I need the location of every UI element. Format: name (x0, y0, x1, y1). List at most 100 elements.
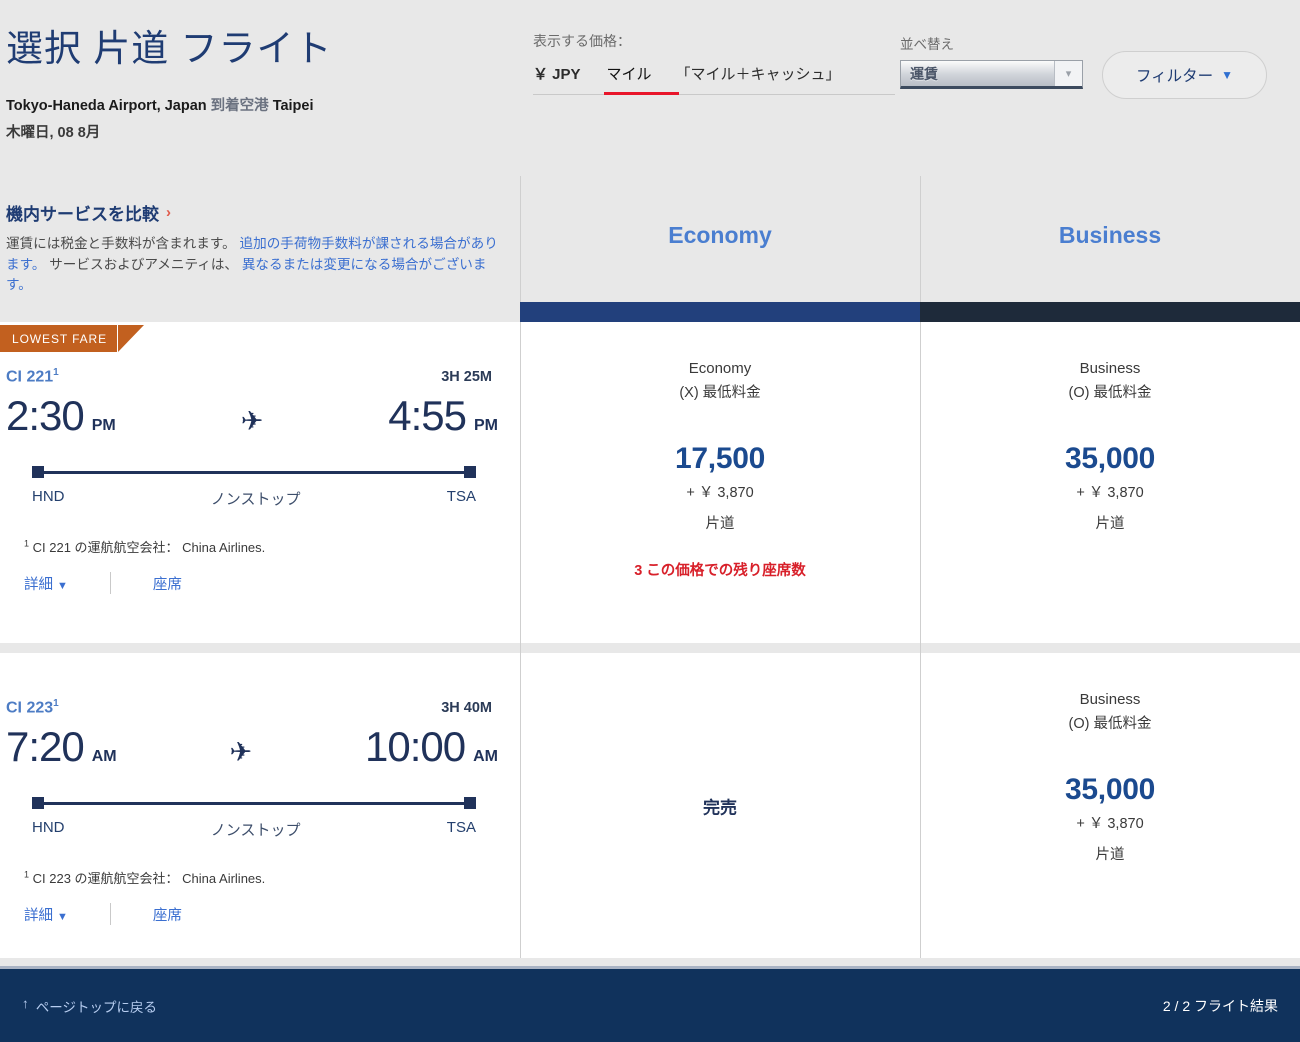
fare-fineprint: 運賃には税金と手数料が含まれます。 追加の手荷物手数料が課される場合があります。… (6, 234, 510, 296)
back-to-top-link[interactable]: ↑ ページトップに戻る (22, 996, 157, 1016)
fineprint-text-2: サービスおよびアメニティは、 (49, 256, 239, 272)
fare-cabin-name: Business (1079, 691, 1141, 708)
chevron-down-icon: ▼ (57, 910, 68, 923)
airplane-icon: ✈ (229, 737, 253, 768)
route-arrival-label: 到着空港 (210, 98, 269, 114)
compare-link-label: 機内サービスを比較 (6, 205, 159, 224)
flight-header-line: CI 2231 3H 40M (6, 653, 510, 717)
fare-class-code: (O) 最低料金 (1068, 716, 1152, 732)
arrival-meridiem: AM (473, 748, 498, 766)
sold-out-label: 完売 (703, 798, 737, 817)
departure-meridiem: PM (91, 417, 116, 435)
tab-jpy[interactable]: ￥ JPY (533, 66, 581, 83)
cabin-title-business: Business (1058, 222, 1162, 248)
fare-cell-economy[interactable]: Economy (X) 最低料金 17,500 + ￥ 3,870 片道 3 こ… (520, 322, 920, 643)
details-label: 詳細 (24, 907, 53, 924)
seats-link[interactable]: 座席 (152, 576, 182, 593)
cabin-accent-bar-economy (520, 302, 920, 322)
seats-remaining-warning: 3 この価格での残り座席数 (634, 563, 806, 579)
fare-trip-type: 片道 (1095, 516, 1125, 532)
fare-trip-type: 片道 (705, 516, 735, 532)
flight-duration: 3H 40M (441, 700, 492, 717)
results-count: 2 / 2 フライト結果 (1162, 997, 1278, 1014)
route-summary: Tokyo-Haneda Airport, Japan 到着空港 Taipei (6, 94, 314, 115)
flight-number-link[interactable]: CI 2211 (6, 367, 59, 386)
fare-cell-business[interactable]: Business (O) 最低料金 35,000 + ￥ 3,870 片道 (920, 653, 1300, 958)
departure-meridiem: AM (91, 748, 117, 766)
baggage-fees-link[interactable]: 追加の手荷物手数料が課される場合があります。 (6, 236, 498, 272)
destination-code: TSA (446, 819, 476, 837)
tabs-rule (533, 94, 895, 95)
flight-info-cell: LOWEST FARE CI 2211 3H 25M 2:30 PM ✈ 4:5… (0, 322, 520, 643)
cabin-accent-bar-business (920, 302, 1300, 322)
column-divider (520, 176, 521, 322)
column-divider (920, 176, 921, 322)
flight-info-cell: CI 2231 3H 40M 7:20 AM ✈ 10:00 AM (0, 653, 520, 958)
active-tab-underline (604, 91, 679, 95)
flight-row[interactable]: CI 2231 3H 40M 7:20 AM ✈ 10:00 AM (0, 653, 1300, 958)
compare-onboard-services-link[interactable]: 機内サービスを比較 › (6, 200, 171, 225)
chevron-down-icon: ▾ (1054, 61, 1082, 86)
origin-code: HND (32, 488, 65, 506)
page-header: 選択 片道 フライト Tokyo-Haneda Airport, Japan 到… (0, 0, 1300, 176)
flight-footnote-marker: 1 (53, 367, 59, 378)
footnote-text: CI 223 の運航航空会社： China Airlines. (32, 871, 266, 887)
flight-header-line: CI 2211 3H 25M (6, 322, 510, 386)
price-display-switcher: 表示する価格： ￥ JPY マイル 「マイル＋キャッシュ」 (533, 31, 895, 95)
sort-control: 並べ替え 運賃 ▾ (900, 33, 1083, 89)
fare-tax: + ￥ 3,870 (1076, 485, 1144, 501)
sort-select[interactable]: 運賃 ▾ (900, 60, 1083, 89)
column-divider (520, 322, 521, 643)
arrow-up-icon: ↑ (22, 995, 29, 1011)
column-header-economy: Economy (520, 176, 920, 322)
route-endpoint-labels: HND ノンストップ TSA (6, 488, 510, 509)
filter-button[interactable]: フィルター ▼ (1102, 51, 1267, 99)
details-toggle[interactable]: 詳細 ▼ (24, 573, 68, 594)
price-display-label: 表示する価格： (533, 33, 631, 49)
arrival-meridiem: PM (474, 417, 498, 435)
flight-actions: 詳細 ▼ 座席 (6, 572, 510, 595)
lowest-fare-badge-label: LOWEST FARE (12, 331, 108, 346)
operating-carrier-footnote: 1 CI 221 の運航航空会社： China Airlines. (6, 537, 510, 556)
flight-number: CI 221 (6, 368, 54, 386)
lowest-fare-badge: LOWEST FARE (0, 325, 118, 352)
flight-row[interactable]: LOWEST FARE CI 2211 3H 25M 2:30 PM ✈ 4:5… (0, 322, 1300, 643)
column-divider (520, 653, 521, 958)
fare-amount: 35,000 (1065, 773, 1155, 806)
flight-times: 7:20 AM ✈ 10:00 AM (6, 717, 510, 771)
fare-tax: + ￥ 3,870 (686, 485, 754, 501)
flight-actions: 詳細 ▼ 座席 (6, 903, 510, 926)
sort-label: 並べ替え (900, 37, 954, 52)
footnote-marker: 1 (24, 539, 30, 549)
fare-cell-economy: 完売 (520, 653, 920, 958)
arrival-time-block: 4:55 PM (388, 392, 510, 440)
tab-miles[interactable]: マイル (606, 66, 652, 83)
flight-number-link[interactable]: CI 2231 (6, 698, 59, 717)
route-line (36, 471, 472, 474)
departure-date: 木曜日, 08 8月 (6, 125, 101, 141)
sort-selected-value: 運賃 (910, 65, 938, 82)
route-line-graphic (6, 466, 510, 479)
arrival-time: 4:55 (388, 392, 467, 440)
fare-tax: + ￥ 3,870 (1076, 816, 1144, 832)
details-toggle[interactable]: 詳細 ▼ (24, 904, 68, 925)
price-display-tabs: ￥ JPY マイル 「マイル＋キャッシュ」 (533, 63, 895, 95)
seats-link[interactable]: 座席 (152, 907, 182, 924)
departure-time-block: 2:30 PM (6, 392, 116, 440)
operating-carrier-footnote: 1 CI 223 の運航航空会社： China Airlines. (6, 868, 510, 887)
column-divider (920, 653, 921, 958)
destination-code: TSA (446, 488, 476, 506)
amenities-vary-link[interactable]: 異なるまたは変更になる場合がございます。 (6, 256, 487, 293)
chevron-down-icon: ▼ (57, 579, 68, 592)
fare-cell-business[interactable]: Business (O) 最低料金 35,000 + ￥ 3,870 片道 (920, 322, 1300, 643)
destination-marker-icon (464, 797, 476, 810)
route-line-graphic (6, 797, 510, 810)
column-divider (920, 643, 921, 653)
fare-class-code: (O) 最低料金 (1068, 385, 1152, 401)
tab-miles-cash[interactable]: 「マイル＋キャッシュ」 (675, 66, 841, 83)
cabin-title-economy: Economy (668, 222, 772, 248)
column-header-business: Business (920, 176, 1300, 322)
fare-amount: 35,000 (1065, 442, 1155, 475)
route-origin: Tokyo-Haneda Airport, Japan (6, 98, 207, 114)
